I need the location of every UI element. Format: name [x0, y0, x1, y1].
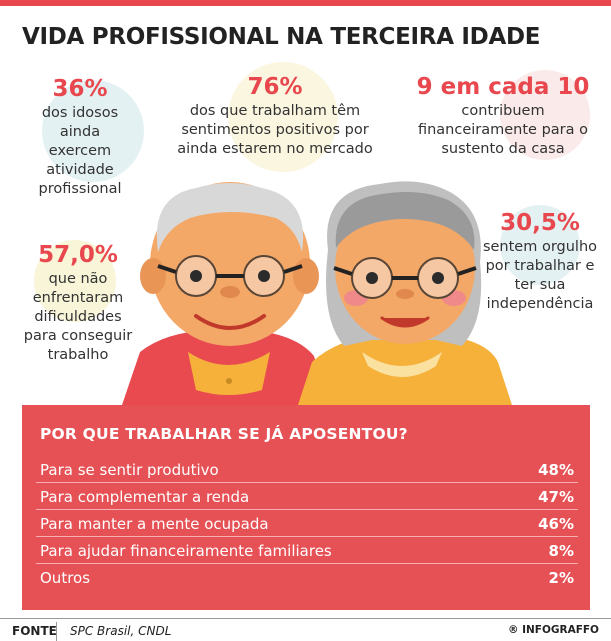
- stat-pride: 30,5% sentem orgulho por trabalhar e ter…: [478, 210, 602, 314]
- stat-bg-blob-4: [34, 240, 116, 322]
- stat-value: 76%: [247, 74, 303, 100]
- reason-label: Para manter a mente ocupada: [40, 515, 269, 533]
- woman-glasses-arm-right: [457, 266, 477, 276]
- stat-text: dos que trabalham têm sentimentos positi…: [177, 103, 373, 157]
- man-eye-left: [190, 270, 202, 282]
- man-head: [150, 182, 310, 346]
- stat-text: que não enfrentaram dificuldades para co…: [23, 271, 133, 363]
- man-button: [226, 378, 232, 384]
- man-eye-right: [258, 270, 270, 282]
- woman-collar: [362, 352, 442, 377]
- reason-value: 48%: [538, 461, 574, 479]
- stat-bg-blob-1: [42, 80, 144, 182]
- reason-value: 2%: [548, 569, 574, 587]
- reason-label: Para ajudar financeiramente familiares: [40, 542, 332, 560]
- stat-value: 9 em cada 10: [416, 74, 590, 100]
- brand-name: INFOGRAFFO: [522, 624, 599, 636]
- stat-text: sentem orgulho por trabalhar e ter sua i…: [482, 239, 598, 312]
- man-glasses-arm-right: [283, 264, 303, 274]
- woman-head: [335, 192, 475, 344]
- reason-row: Para complementar a renda 47%: [36, 485, 578, 510]
- man-collar: [188, 352, 270, 395]
- reason-label: Para complementar a renda: [40, 488, 250, 506]
- stat-value: 57,0%: [38, 242, 118, 268]
- footer-source-label: FONTE: [12, 624, 57, 638]
- reason-label: Outros: [40, 569, 91, 587]
- reason-row: Para ajudar financeiramente familiares 8…: [36, 539, 578, 564]
- stat-bg-blob-2: [228, 62, 338, 172]
- reason-value: 47%: [538, 488, 574, 506]
- woman-smile: [380, 316, 430, 328]
- footer-brand: ® INFOGRAFFO: [508, 624, 599, 636]
- brand-logo-icon: ®: [507, 624, 519, 636]
- reasons-title: POR QUE TRABALHAR SE JÁ APOSENTOU?: [40, 425, 408, 443]
- woman-glasses-arm-left: [333, 266, 353, 276]
- page-title: VIDA PROFISSIONAL NA TERCEIRA IDADE: [22, 24, 541, 50]
- man-smile: [194, 314, 266, 330]
- stat-text: contribuem financeiramente para o susten…: [417, 103, 589, 157]
- stat-bg-blob-3: [500, 70, 590, 160]
- woman-eye-left: [366, 272, 378, 284]
- reason-row: Para se sentir produtivo 48%: [36, 458, 578, 483]
- footer: FONTE SPC Brasil, CNDL ® INFOGRAFFO: [0, 618, 611, 641]
- reasons-panel: POR QUE TRABALHAR SE JÁ APOSENTOU? Para …: [22, 405, 590, 610]
- footer-source: SPC Brasil, CNDL: [70, 624, 172, 638]
- man-glasses-arm-left: [157, 264, 177, 274]
- stat-value: 36%: [52, 76, 108, 102]
- stat-bg-blob-5: [500, 205, 580, 285]
- reason-label: Para se sentir produtivo: [40, 461, 219, 479]
- man-ear-left: [140, 258, 166, 294]
- woman-eye-right: [432, 272, 444, 284]
- woman-nose: [396, 289, 414, 299]
- elderly-couple-illustration: [122, 181, 512, 405]
- reason-value: 8%: [548, 542, 574, 560]
- stat-no-difficulties: 57,0% que não enfrentaram dificuldades p…: [16, 242, 140, 365]
- stat-working-elders: 36% dos idosos ainda exercem atividade p…: [28, 76, 132, 199]
- man-ear-right: [293, 258, 319, 294]
- top-accent-bar: [0, 0, 611, 6]
- stat-financial-contribution: 9 em cada 10 contribuem financeiramente …: [408, 74, 598, 159]
- reason-row: Para manter a mente ocupada 46%: [36, 512, 578, 537]
- reason-value: 46%: [538, 515, 574, 533]
- stat-value: 30,5%: [500, 210, 580, 236]
- stat-text: dos idosos ainda exercem atividade profi…: [38, 105, 122, 197]
- woman-hair-front: [335, 192, 475, 250]
- man-nose: [220, 286, 240, 298]
- reason-row: Outros 2%: [36, 566, 578, 590]
- stat-positive-feelings: 76% dos que trabalham têm sentimentos po…: [168, 74, 382, 159]
- man-hair: [156, 183, 304, 252]
- footer-divider: [56, 622, 57, 641]
